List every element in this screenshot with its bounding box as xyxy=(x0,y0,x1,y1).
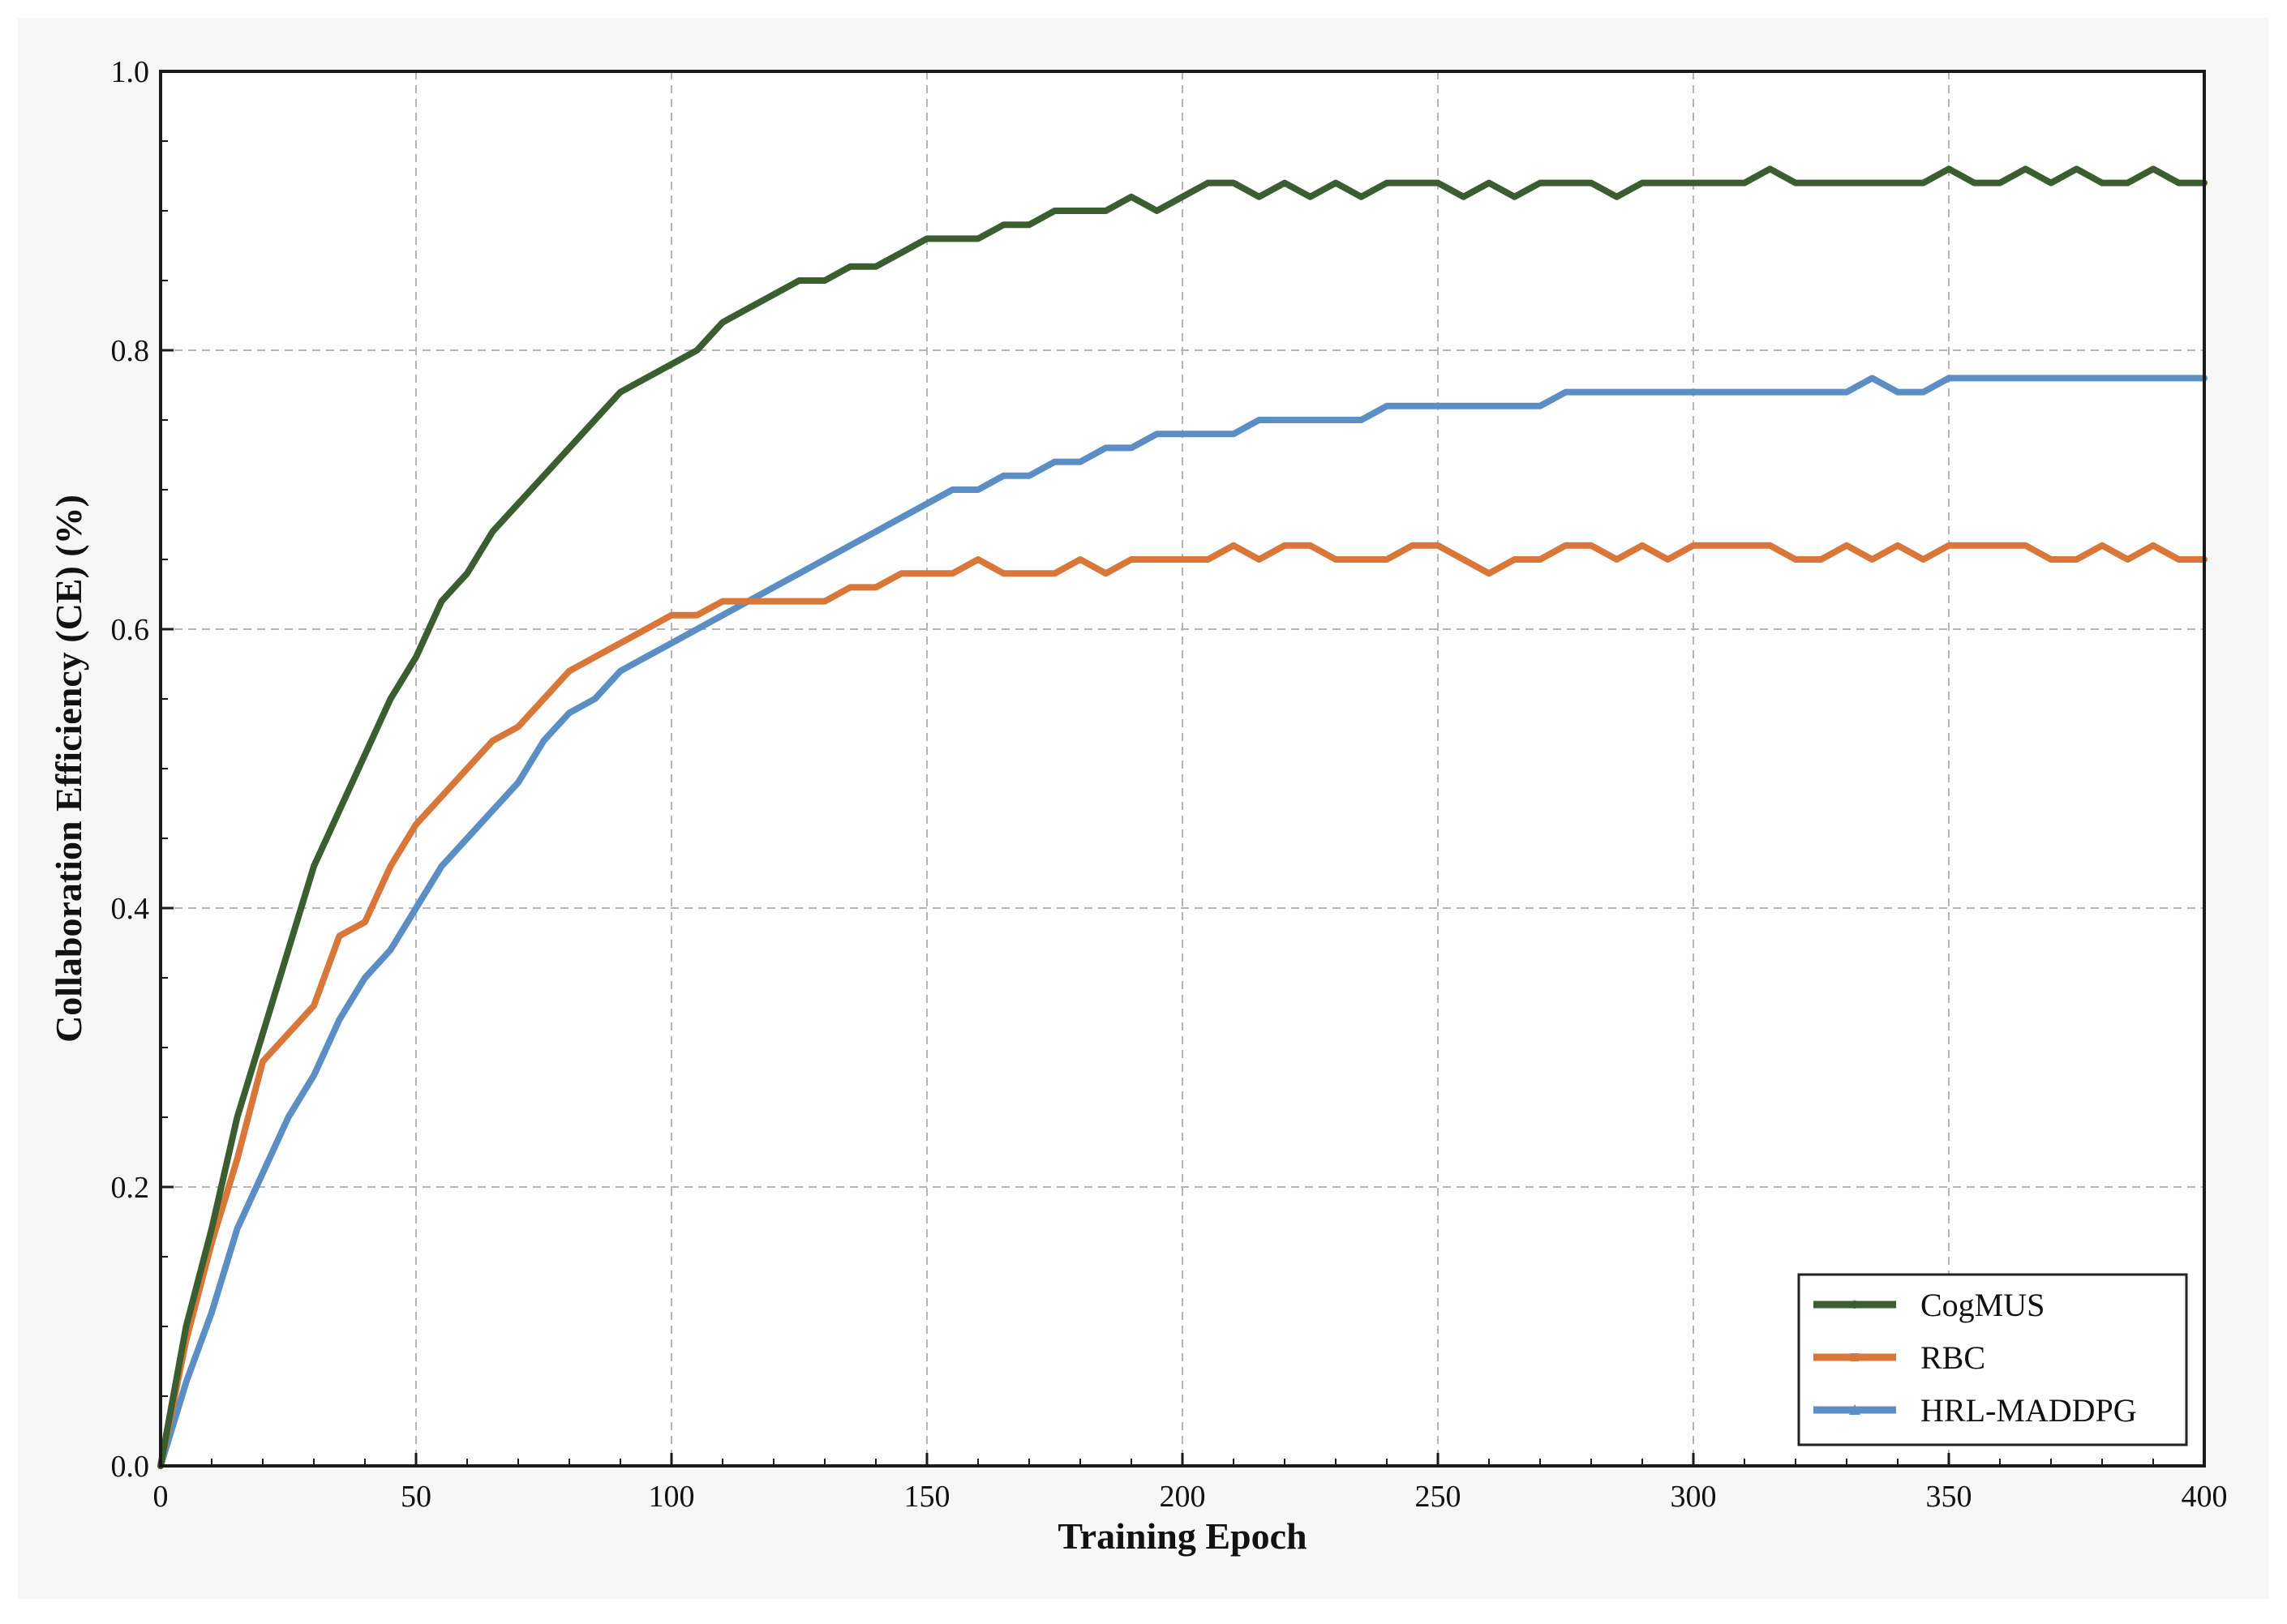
x-tick-label: 200 xyxy=(1160,1480,1206,1514)
legend-label-cogmus: CogMUS xyxy=(1920,1287,2045,1323)
y-tick-label: 0.8 xyxy=(111,334,150,368)
legend-entry-cogmus: CogMUS xyxy=(1813,1287,2045,1323)
x-tick-label: 50 xyxy=(401,1480,431,1514)
series-line-cogmus xyxy=(157,165,2208,1469)
x-tick-labels: 0 50 100 150 200 250 300 350 400 xyxy=(153,1480,2228,1514)
y-axis-label: Collaboration Efficiency (CE) (%) xyxy=(48,495,89,1043)
y-tick-label: 0.4 xyxy=(111,892,150,926)
legend-marker-triangle xyxy=(1849,1404,1860,1415)
series-layer xyxy=(157,165,2208,1469)
grid xyxy=(161,71,2204,1466)
series-line-hrl-maddpg xyxy=(157,375,2208,1469)
x-tick-label: 300 xyxy=(1671,1480,1717,1514)
y-tick-label: 0.2 xyxy=(111,1171,150,1205)
legend-marker-square xyxy=(1851,1353,1859,1361)
x-tick-label: 250 xyxy=(1415,1480,1461,1514)
y-tick-label: 0.0 xyxy=(111,1450,150,1484)
x-tick-label: 400 xyxy=(2182,1480,2228,1514)
x-tick-label: 350 xyxy=(1926,1480,1972,1514)
x-tick-label: 100 xyxy=(649,1480,695,1514)
legend-marker-circle xyxy=(1851,1300,1859,1309)
y-tick-labels: 0.0 0.2 0.4 0.6 0.8 1.0 xyxy=(111,55,150,1484)
series-line-rbc xyxy=(157,542,2208,1469)
legend: CogMUS RBC HRL-MADDPG xyxy=(1797,1273,2188,1446)
y-tick-label: 0.6 xyxy=(111,613,150,647)
y-tick-label: 1.0 xyxy=(111,55,150,89)
x-tick-label: 0 xyxy=(153,1480,169,1514)
legend-label-rbc: RBC xyxy=(1920,1339,1985,1376)
axis-ticks xyxy=(159,70,2206,1468)
legend-entry-hrl-maddpg: HRL-MADDPG xyxy=(1813,1392,2137,1429)
legend-label-hrl-maddpg: HRL-MADDPG xyxy=(1920,1392,2137,1429)
x-tick-label: 150 xyxy=(904,1480,950,1514)
legend-entry-rbc: RBC xyxy=(1813,1339,1985,1376)
x-axis-label: Training Epoch xyxy=(1058,1515,1307,1557)
